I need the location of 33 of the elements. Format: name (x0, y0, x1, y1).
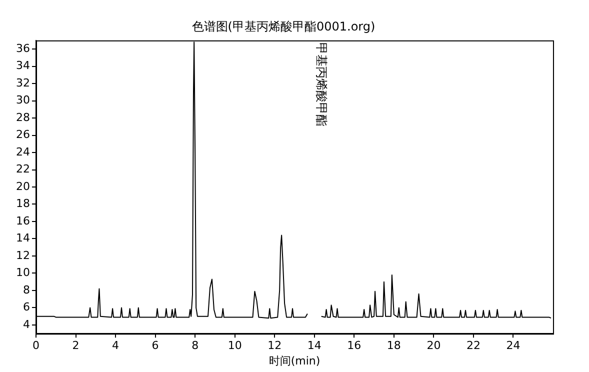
y-tick-label: 8 (22, 283, 30, 296)
x-tick-label: 24 (506, 339, 520, 352)
x-tick-label: 18 (386, 339, 401, 352)
x-tick-label: 10 (228, 339, 242, 352)
x-tick-label: 14 (307, 339, 322, 352)
y-tick-label: 24 (16, 145, 30, 158)
y-tick-label: 16 (16, 214, 30, 228)
y-tick-label: 28 (16, 110, 30, 124)
y-tick-label: 20 (16, 180, 30, 193)
y-tick-label: 34 (16, 59, 30, 72)
x-tick-label: 12 (268, 339, 282, 352)
x-tick-label: 0 (32, 339, 40, 352)
y-tick-label: 22 (16, 162, 30, 176)
chart-title: 色谱图(甲基丙烯酸甲酯0001.org) (192, 19, 376, 34)
y-tick-label: 6 (22, 300, 30, 314)
x-tick-label: 2 (72, 339, 80, 352)
x-tick-label: 22 (466, 339, 480, 352)
x-tick-label: 6 (152, 339, 159, 352)
x-axis-title: 时间(min) (268, 354, 320, 368)
x-tick-label: 20 (426, 339, 441, 352)
y-tick-label: 36 (16, 42, 30, 55)
y-tick-label: 10 (16, 266, 30, 280)
x-tick-label: 16 (347, 339, 362, 352)
y-tick-label: 30 (16, 94, 30, 107)
y-tick-label: 12 (16, 248, 30, 262)
x-tick-label: 8 (192, 339, 199, 352)
y-tick-label: 32 (16, 76, 30, 90)
y-tick-label: 18 (16, 197, 30, 210)
x-tick-label: 4 (112, 339, 120, 352)
y-tick-label: 26 (16, 128, 30, 142)
y-tick-label: 4 (22, 318, 30, 331)
annotation: 甲基丙烯酸甲酯 (314, 42, 328, 126)
y-tick-label: 14 (16, 232, 30, 245)
